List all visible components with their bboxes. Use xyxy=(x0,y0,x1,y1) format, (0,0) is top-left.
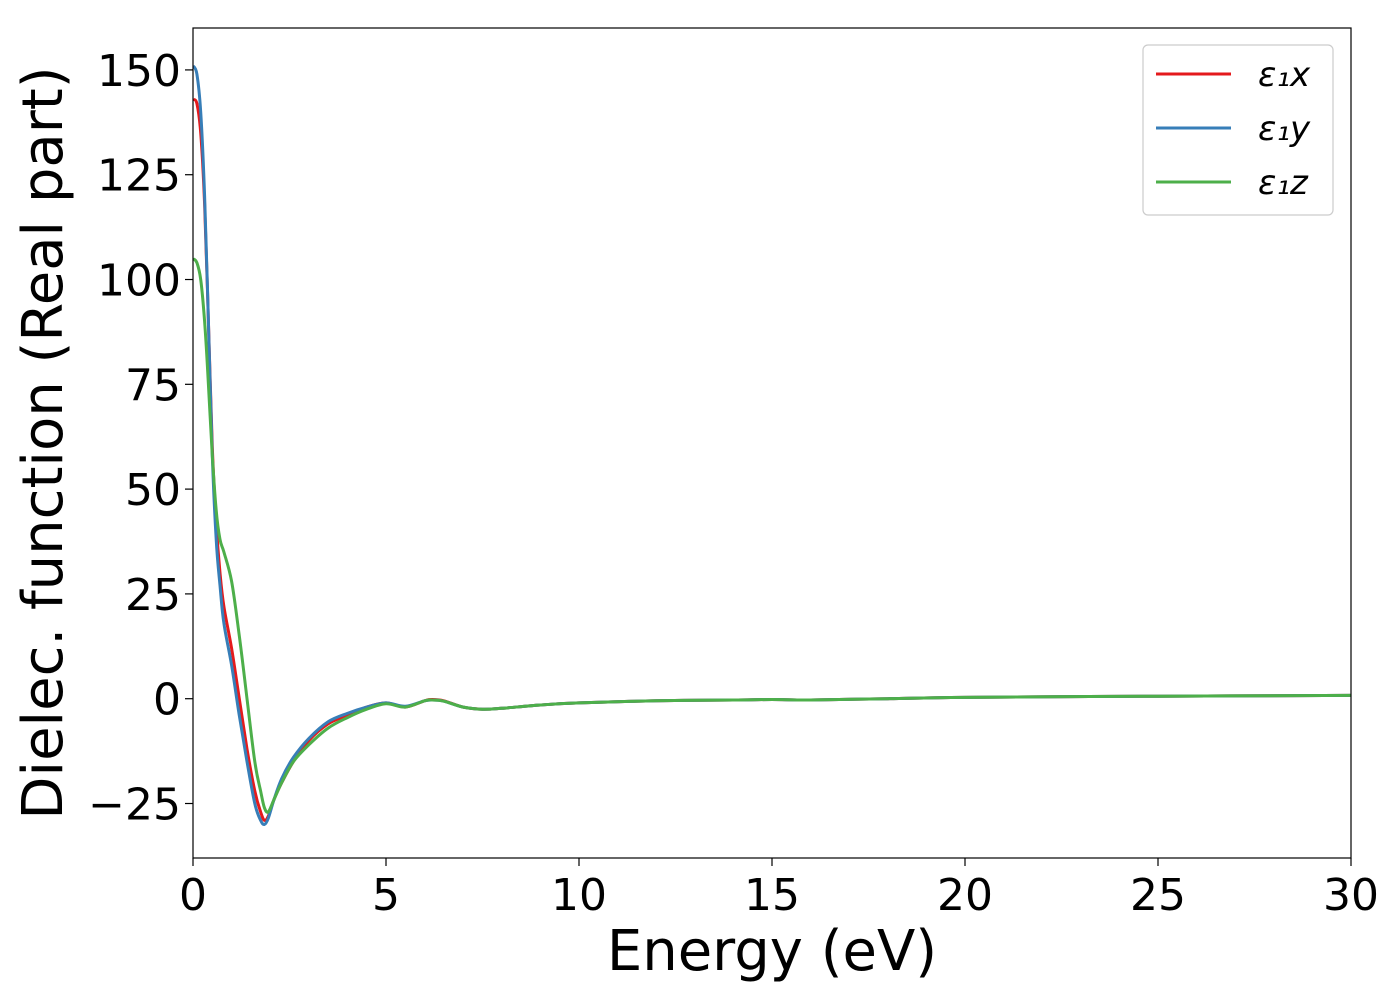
legend-label-1: ε₁x xyxy=(1258,55,1311,95)
y-tick-label: 0 xyxy=(153,675,181,726)
legend-label-2: ε₁y xyxy=(1258,109,1311,149)
x-tick-label: 0 xyxy=(179,870,207,921)
y-tick-label: 150 xyxy=(97,46,181,97)
y-axis-title: Dielec. function (Real part) xyxy=(11,66,76,819)
legend-box xyxy=(1142,44,1334,216)
y-axis: −25 0 25 50 75 100 125 150 xyxy=(88,46,193,831)
y-tick-label: −25 xyxy=(88,780,181,831)
plot-lines xyxy=(193,64,1351,827)
x-tick-label: 10 xyxy=(551,870,607,921)
y-tick-label: 100 xyxy=(97,256,181,307)
x-tick-label: 15 xyxy=(744,870,800,921)
legend: ε₁x ε₁y ε₁z xyxy=(1142,44,1334,216)
x-tick-label: 30 xyxy=(1323,870,1379,921)
legend-label-3: ε₁z xyxy=(1258,163,1309,203)
y-tick-label: 125 xyxy=(97,151,181,202)
x-axis-title: Energy (eV) xyxy=(607,919,937,984)
x-axis: 0 5 10 15 20 25 30 xyxy=(179,858,1379,921)
y-tick-label: 25 xyxy=(125,570,181,621)
x-tick-label: 25 xyxy=(1130,870,1186,921)
y-tick-label: 75 xyxy=(125,360,181,411)
series-line-3 xyxy=(193,257,1351,814)
y-tick-label: 50 xyxy=(125,465,181,516)
x-tick-label: 20 xyxy=(937,870,993,921)
x-tick-label: 5 xyxy=(372,870,400,921)
